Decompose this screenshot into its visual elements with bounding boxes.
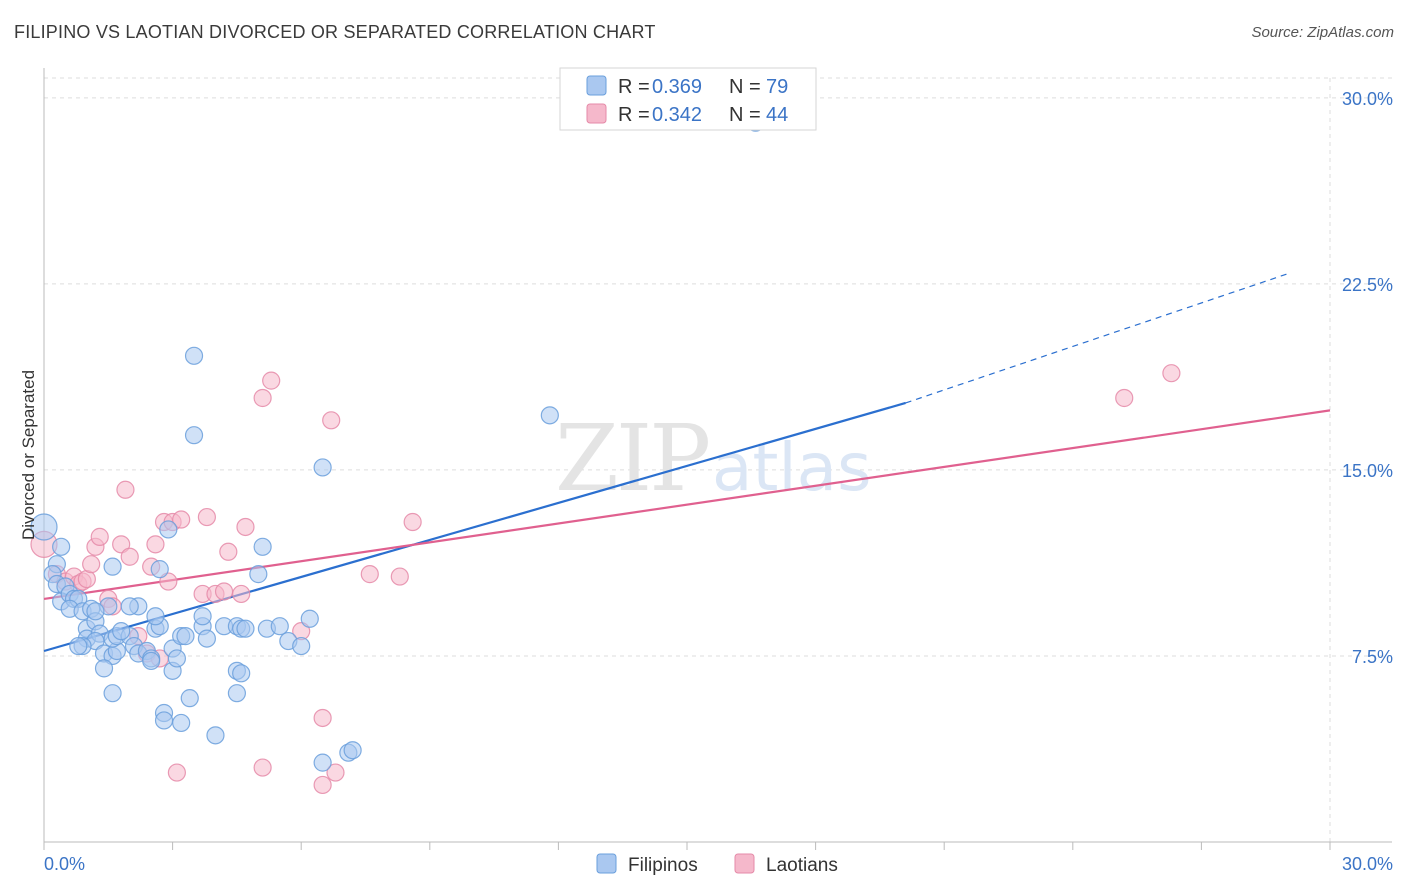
point-laotian — [214, 582, 234, 601]
legend-n-value-laotians: 44 — [766, 104, 788, 126]
point-filipino — [313, 458, 332, 477]
point-laotian — [1162, 364, 1181, 383]
point-laotian — [390, 567, 409, 586]
trendline-filipinos-extension — [905, 273, 1288, 404]
legend: R = 0.369 N = 79 R = 0.342 N = 44 — [559, 67, 817, 131]
point-filipino — [227, 684, 246, 703]
point-filipino — [154, 711, 174, 730]
point-filipino — [292, 636, 311, 656]
point-laotian — [326, 763, 345, 782]
point-laotian — [236, 517, 255, 537]
point-laotian — [403, 512, 422, 532]
axes — [43, 68, 1392, 850]
point-filipino — [150, 560, 169, 579]
point-filipino — [94, 659, 114, 678]
point-filipino — [206, 726, 225, 745]
bottom-legend-label-laotians: Laotians — [766, 855, 838, 876]
legend-n-value-filipinos: 79 — [766, 76, 788, 98]
point-filipino — [172, 713, 191, 733]
trendline-filipinos — [43, 401, 906, 653]
point-laotian — [197, 507, 216, 527]
y-axis-title: Divorced or Separated — [19, 370, 38, 540]
point-filipino — [176, 627, 195, 646]
legend-n-label-filipinos: N = — [729, 76, 761, 98]
legend-r-value-laotians: 0.342 — [652, 104, 702, 126]
y-tick-label: 30.0% — [1342, 89, 1393, 109]
point-filipino — [167, 649, 186, 668]
point-laotian — [116, 480, 135, 499]
points — [30, 113, 1181, 795]
point-laotian — [146, 535, 165, 554]
watermark: ZIP atlas — [555, 405, 872, 512]
point-laotian — [120, 547, 139, 566]
point-laotian — [219, 542, 238, 561]
y-tick-label: 15.0% — [1342, 461, 1393, 481]
point-filipino — [343, 741, 362, 760]
point-filipino — [142, 651, 161, 671]
point-laotian — [322, 411, 341, 430]
point-filipino — [197, 629, 216, 648]
point-filipino — [103, 684, 122, 703]
bottom-legend-swatch-laotians — [734, 853, 755, 874]
point-laotian — [159, 572, 178, 591]
chart-title: FILIPINO VS LAOTIAN DIVORCED OR SEPARATE… — [14, 22, 656, 42]
point-filipino — [146, 607, 165, 626]
bottom-legend: Filipinos Laotians — [596, 853, 838, 876]
point-filipino — [253, 537, 272, 556]
legend-r-label-laotians: R = — [618, 104, 650, 126]
point-laotian — [262, 371, 281, 390]
y-tick-label: 22.5% — [1342, 275, 1393, 295]
y-tick-label: 7.5% — [1352, 647, 1393, 667]
watermark-atlas: atlas — [712, 429, 872, 506]
point-laotian — [112, 535, 131, 554]
x-tick-label-min: 0.0% — [44, 854, 85, 874]
point-laotian — [253, 388, 272, 408]
point-filipino — [103, 557, 122, 576]
watermark-zip: ZIP — [555, 405, 708, 512]
point-filipino — [180, 689, 199, 708]
point-filipino — [184, 426, 204, 445]
point-filipino — [249, 565, 268, 584]
point-laotian — [82, 555, 101, 574]
point-laotian — [253, 758, 272, 777]
point-filipino — [236, 619, 255, 638]
legend-swatch-filipinos — [586, 75, 607, 96]
point-filipino — [232, 664, 251, 683]
point-laotian — [172, 510, 191, 529]
point-laotian — [313, 708, 332, 728]
point-laotian — [1115, 388, 1134, 408]
point-laotian — [167, 763, 186, 782]
point-filipino — [184, 346, 204, 365]
point-filipino — [313, 753, 332, 772]
source-label: Source: ZipAtlas.com — [1251, 24, 1394, 41]
x-tick-label-max: 30.0% — [1342, 854, 1393, 874]
point-filipino — [69, 636, 88, 656]
legend-r-value-filipinos: 0.369 — [652, 76, 702, 98]
point-filipino — [193, 607, 212, 626]
tick-labels: 7.5% 15.0% 22.5% 30.0% 0.0% 30.0% — [44, 89, 1393, 874]
legend-n-label-laotians: N = — [729, 104, 761, 126]
point-filipino — [86, 602, 105, 621]
point-laotian — [232, 584, 251, 604]
legend-r-label-filipinos: R = — [618, 76, 650, 98]
legend-swatch-laotians — [586, 103, 607, 124]
point-filipino — [300, 609, 319, 628]
point-laotian — [360, 565, 379, 584]
bottom-legend-swatch-filipinos — [596, 853, 617, 874]
bottom-legend-label-filipinos: Filipinos — [628, 855, 698, 876]
point-filipino — [159, 520, 178, 539]
point-laotian — [313, 775, 332, 795]
point-filipino — [30, 513, 58, 541]
point-filipino — [52, 537, 71, 556]
point-filipino — [120, 597, 139, 616]
point-filipino — [112, 622, 131, 641]
point-filipino — [270, 617, 289, 636]
point-laotian — [90, 527, 109, 546]
point-filipino — [540, 406, 559, 425]
